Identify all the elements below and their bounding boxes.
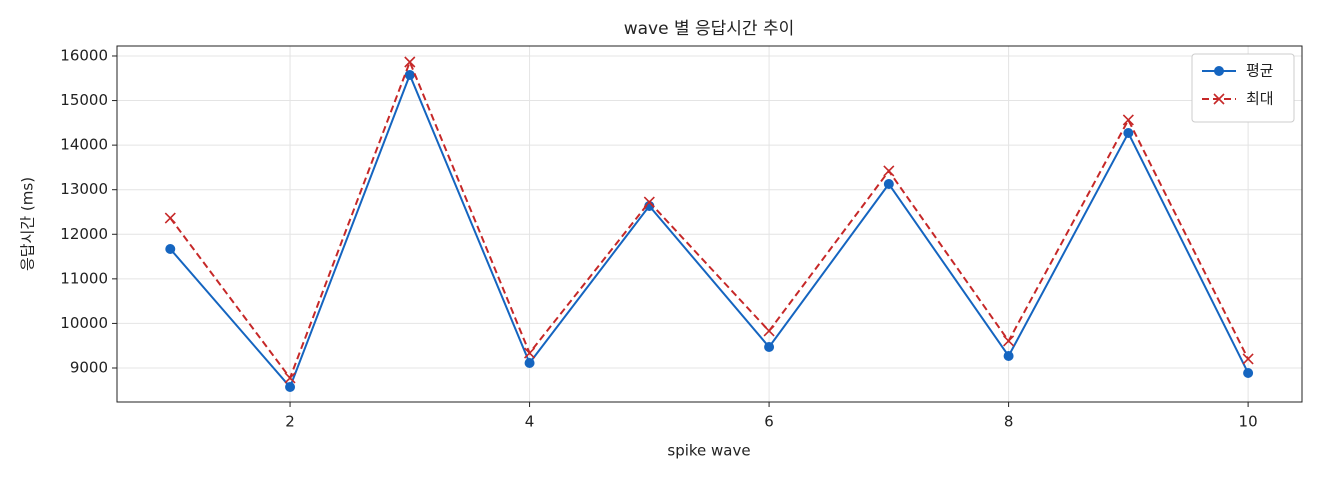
y-tick-label: 15000	[60, 91, 108, 109]
y-tick-label: 11000	[60, 269, 108, 287]
marker	[404, 69, 415, 80]
x-tick-label: 10	[1239, 413, 1258, 431]
x-tick-label: 2	[285, 413, 295, 431]
plot-frame	[116, 45, 1303, 403]
marker	[404, 56, 416, 68]
marker	[763, 325, 775, 337]
marker	[285, 382, 296, 393]
chart-title: wave 별 응답시간 추이	[624, 19, 795, 39]
line	[169, 72, 1250, 389]
marker	[523, 347, 536, 359]
x-axis-label: spike wave	[667, 442, 750, 460]
marker	[524, 357, 535, 368]
marker	[883, 178, 894, 189]
x-tick-label: 4	[525, 413, 535, 431]
marker	[165, 243, 176, 254]
marker	[1003, 335, 1015, 347]
y-tick-label: 12000	[60, 225, 108, 243]
legend-label: 최대	[1246, 90, 1274, 108]
y-axis-label: 응답시간 (ms)	[19, 177, 37, 271]
marker	[284, 372, 296, 384]
marker	[1122, 114, 1134, 126]
y-tick-label: 16000	[60, 46, 108, 64]
marker	[164, 212, 176, 224]
x-tick-label: 8	[1004, 413, 1014, 431]
marker	[883, 165, 895, 177]
marker	[764, 341, 775, 352]
y-tick-label: 14000	[60, 136, 108, 154]
line	[169, 59, 1250, 381]
legend-marker	[1213, 93, 1225, 105]
marker	[1003, 351, 1014, 362]
marker	[1123, 128, 1134, 139]
marker	[1243, 367, 1254, 378]
marker	[1242, 353, 1254, 365]
y-tick-label: 9000	[70, 358, 108, 376]
y-tick-label: 13000	[60, 180, 108, 198]
legend-marker	[1214, 66, 1224, 76]
x-tick-label: 6	[764, 413, 774, 431]
marker	[643, 196, 655, 208]
y-tick-label: 10000	[60, 314, 108, 332]
legend-label: 평균	[1246, 62, 1274, 80]
legend-box	[1191, 53, 1295, 123]
